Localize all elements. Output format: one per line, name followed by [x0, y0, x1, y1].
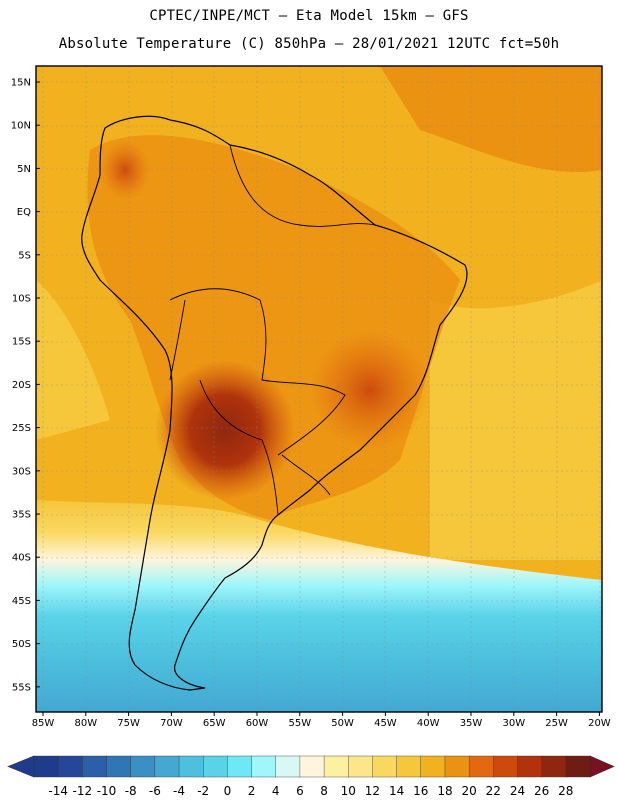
colorbar-swatch — [493, 755, 518, 778]
country-borders — [169, 144, 376, 516]
lon-label: 75W — [117, 718, 140, 729]
lat-label: EQ — [17, 207, 31, 218]
lat-label: 5S — [18, 250, 31, 261]
colorbar-swatch — [468, 755, 494, 778]
colorbar-label: 18 — [437, 784, 452, 798]
colorbar — [7, 755, 615, 778]
map-frame — [35, 65, 603, 713]
lon-label: 60W — [246, 718, 269, 729]
colorbar-label: -6 — [149, 784, 161, 798]
lat-label: 50S — [12, 639, 31, 650]
lat-label: 10S — [12, 294, 31, 305]
chart-title-line-1: CPTEC/INPE/MCT — Eta Model 15km — GFS — [149, 8, 469, 24]
colorbar-label: 20 — [461, 784, 476, 798]
colorbar-swatch — [275, 755, 301, 778]
colorbar-label: -10 — [97, 784, 117, 798]
lat-label: 30S — [12, 466, 31, 477]
lat-label: 10N — [11, 121, 31, 132]
lon-label: 25W — [545, 718, 568, 729]
lon-label: 40W — [417, 718, 440, 729]
continent-outline — [81, 115, 468, 691]
colorbar-label: 10 — [341, 784, 356, 798]
colorbar-swatch — [517, 755, 543, 778]
lon-label: 65W — [203, 718, 226, 729]
lon-label: 30W — [502, 718, 525, 729]
colorbar-label: 24 — [510, 784, 525, 798]
lon-label: 35W — [460, 718, 483, 729]
hot-core-colombia — [100, 140, 150, 200]
colorbar-swatch — [372, 755, 398, 778]
colorbar-swatch — [178, 755, 204, 778]
lat-label: 15N — [11, 78, 31, 89]
colorbar-swatch — [33, 755, 59, 778]
atlantic-warm-band — [430, 280, 602, 560]
lon-label: 70W — [160, 718, 183, 729]
lon-label: 80W — [74, 718, 97, 729]
colorbar-label: 8 — [320, 784, 328, 798]
colorbar-swatch — [323, 755, 349, 778]
colorbar-label: 6 — [296, 784, 304, 798]
colorbar-swatch — [130, 755, 156, 778]
colorbar-label: -8 — [125, 784, 137, 798]
lon-label: 20W — [588, 718, 611, 729]
field-layer — [36, 66, 602, 712]
colorbar-swatch — [444, 755, 470, 778]
colorbar-labels: -14 -12 -10 -8 -6 -4 -2 0 2 4 6 8 10 12 14 16 18 20 22 24 26… — [48, 784, 573, 798]
hot-core-southeast-brazil — [310, 330, 430, 450]
colorbar-label: 22 — [486, 784, 501, 798]
lon-label: 45W — [374, 718, 397, 729]
lat-label: 35S — [12, 510, 31, 521]
lat-label: 15S — [12, 337, 31, 348]
north-atlantic-orange — [380, 66, 602, 172]
lat-label: 55S — [12, 682, 31, 693]
colorbar-label: -4 — [173, 784, 185, 798]
colorbar-arrow-right — [589, 755, 615, 778]
colorbar-swatch — [541, 755, 567, 778]
colorbar-arrow-left — [7, 755, 35, 778]
lat-label: 45S — [12, 596, 31, 607]
colorbar-label: 2 — [248, 784, 256, 798]
colorbar-swatch — [299, 755, 325, 778]
colorbar-swatch — [106, 755, 132, 778]
colorbar-swatch — [154, 755, 180, 778]
colorbar-label: -12 — [73, 784, 93, 798]
colorbar-swatch — [227, 755, 253, 778]
lat-label: 25S — [12, 423, 31, 434]
lat-label: 5N — [17, 164, 31, 175]
colorbar-label: -2 — [197, 784, 209, 798]
colorbar-swatch — [348, 755, 373, 778]
colorbar-swatch — [565, 755, 591, 778]
colorbar-swatch — [420, 755, 446, 778]
longitude-labels: 85W 80W 75W 70W 65W 60W 55W 50W 45W 40W 35W 30W 25W 2… — [32, 712, 611, 729]
colorbar-label: 26 — [534, 784, 549, 798]
lat-lon-grid — [36, 66, 602, 712]
colorbar-swatch — [251, 755, 277, 778]
colorbar-label: 4 — [272, 784, 280, 798]
colorbar-label: 16 — [413, 784, 428, 798]
lat-label: 40S — [12, 553, 31, 564]
colorbar-label: 0 — [224, 784, 232, 798]
latitude-labels: 15N 10N 5N EQ 5S 10S 15S 20S 25S 30S 35S 40S 45S 50S 5… — [11, 78, 40, 693]
lon-label: 55W — [288, 718, 311, 729]
colorbar-label: 28 — [558, 784, 573, 798]
lon-label: 50W — [331, 718, 354, 729]
colorbar-swatch — [203, 755, 228, 778]
pacific-warm-band — [36, 280, 110, 440]
colorbar-swatch — [82, 755, 108, 778]
hot-core-chaco — [155, 360, 295, 500]
lon-label: 85W — [32, 718, 55, 729]
colorbar-swatch — [396, 755, 422, 778]
colorbar-label: 14 — [389, 784, 404, 798]
colorbar-label: -14 — [48, 784, 68, 798]
lat-label: 20S — [12, 380, 31, 391]
colorbar-swatch — [57, 755, 83, 778]
chart-title-line-2: Absolute Temperature (C) 850hPa — 28/01/… — [58, 36, 560, 52]
colorbar-label: 12 — [365, 784, 380, 798]
